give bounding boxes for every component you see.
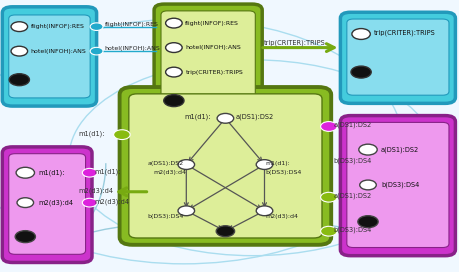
Text: a(DS1):DS2: a(DS1):DS2 <box>333 122 371 128</box>
Text: m1(d1):: m1(d1): <box>94 168 121 175</box>
Text: b(DS3):DS4: b(DS3):DS4 <box>147 214 183 219</box>
FancyBboxPatch shape <box>161 11 255 117</box>
Circle shape <box>165 43 182 52</box>
Text: m2(d3):d4: m2(d3):d4 <box>94 198 129 205</box>
Text: flight(INFOF):RES: flight(INFOF):RES <box>104 22 158 27</box>
Circle shape <box>165 67 182 77</box>
Circle shape <box>82 198 97 207</box>
Text: m1(d1):: m1(d1): <box>265 161 290 166</box>
Circle shape <box>9 74 29 86</box>
Text: m2(d3):d4: m2(d3):d4 <box>78 187 113 194</box>
Text: m1(d1):: m1(d1): <box>78 130 105 137</box>
Circle shape <box>216 226 234 237</box>
Text: m2(d3):d4: m2(d3):d4 <box>265 214 298 219</box>
Text: a(DS1):DS2: a(DS1):DS2 <box>380 146 418 153</box>
Text: b(DS3):DS4: b(DS3):DS4 <box>333 227 371 233</box>
FancyBboxPatch shape <box>340 116 454 256</box>
FancyBboxPatch shape <box>346 122 448 248</box>
Circle shape <box>178 206 194 216</box>
FancyBboxPatch shape <box>346 19 448 95</box>
FancyBboxPatch shape <box>119 87 330 245</box>
Circle shape <box>320 192 336 202</box>
Circle shape <box>320 122 336 131</box>
Circle shape <box>15 231 35 243</box>
Circle shape <box>358 144 376 155</box>
Circle shape <box>17 198 34 208</box>
Text: hotel(INFOH):ANS: hotel(INFOH):ANS <box>31 49 86 54</box>
Circle shape <box>357 216 377 228</box>
Text: m2(d3):d4: m2(d3):d4 <box>153 170 186 175</box>
Circle shape <box>256 206 272 216</box>
Text: m2(d3):d4: m2(d3):d4 <box>38 199 73 206</box>
FancyBboxPatch shape <box>9 154 85 254</box>
Text: m1(d1):: m1(d1): <box>38 169 65 176</box>
Circle shape <box>359 180 375 190</box>
Text: hotel(INFOH):ANS: hotel(INFOH):ANS <box>104 47 160 51</box>
Circle shape <box>11 22 28 32</box>
FancyBboxPatch shape <box>340 12 454 103</box>
FancyBboxPatch shape <box>154 4 262 125</box>
Text: trip(CRITER):TRIPS: trip(CRITER):TRIPS <box>373 29 435 36</box>
Circle shape <box>320 226 336 236</box>
Circle shape <box>90 23 103 30</box>
Text: flight(INFOF):RES: flight(INFOF):RES <box>185 21 239 26</box>
Text: a(DS1):DS2: a(DS1):DS2 <box>333 193 371 199</box>
Circle shape <box>90 47 103 55</box>
Text: trip(CRITER):TRIPS: trip(CRITER):TRIPS <box>263 39 325 46</box>
Text: flight(INFOF):RES: flight(INFOF):RES <box>31 24 84 29</box>
FancyBboxPatch shape <box>129 94 321 238</box>
FancyBboxPatch shape <box>2 147 92 262</box>
Text: trip(CRITER):TRIPS: trip(CRITER):TRIPS <box>185 70 243 75</box>
Text: b(DS3):DS4: b(DS3):DS4 <box>380 182 418 188</box>
Circle shape <box>16 167 34 178</box>
Text: m1(d1):: m1(d1): <box>184 114 210 120</box>
Circle shape <box>113 130 130 140</box>
Circle shape <box>350 66 370 78</box>
Text: hotel(INFOH):ANS: hotel(INFOH):ANS <box>185 45 241 50</box>
Circle shape <box>82 168 97 177</box>
Circle shape <box>163 95 184 107</box>
Circle shape <box>351 29 369 39</box>
Circle shape <box>256 160 272 169</box>
Circle shape <box>178 160 194 169</box>
Circle shape <box>165 18 182 28</box>
Text: a(DS1):DS2: a(DS1):DS2 <box>147 161 183 166</box>
Text: b(DS3):DS4: b(DS3):DS4 <box>333 157 371 164</box>
FancyBboxPatch shape <box>2 7 96 106</box>
Text: a(DS1):DS2: a(DS1):DS2 <box>235 114 273 120</box>
FancyBboxPatch shape <box>9 15 90 98</box>
Circle shape <box>217 113 233 123</box>
Text: b(DS3):DS4: b(DS3):DS4 <box>265 170 301 175</box>
Circle shape <box>11 46 28 56</box>
